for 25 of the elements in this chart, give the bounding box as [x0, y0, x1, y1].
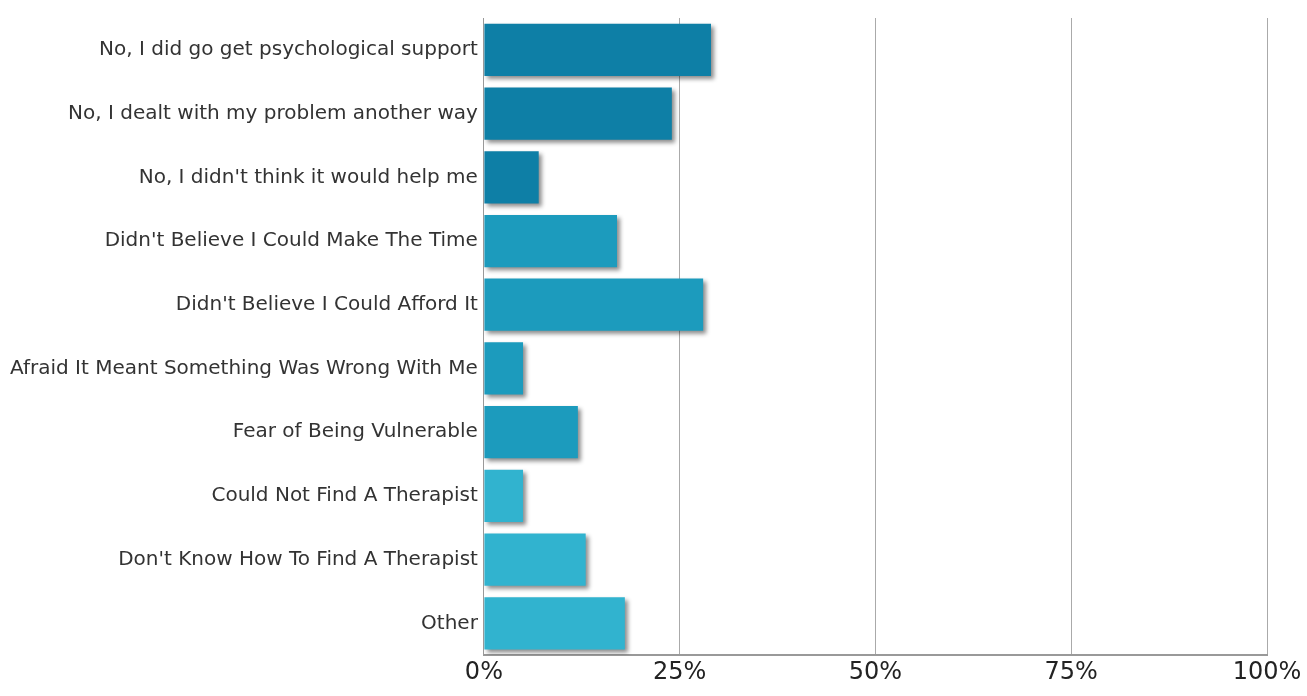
bar: [484, 533, 586, 586]
x-tick-label: 0%: [464, 656, 503, 685]
y-tick-label: No, I dealt with my problem another way: [68, 99, 479, 124]
y-tick-label: Other: [421, 609, 479, 634]
bar: [484, 87, 672, 140]
y-tick-label: No, I didn't think it would help me: [138, 163, 478, 188]
x-tick-label: 50%: [848, 656, 903, 685]
bar: [484, 406, 578, 459]
bar: [484, 151, 539, 204]
y-tick-label: No, I did go get psychological support: [99, 36, 479, 61]
y-tick-label: Didn't Believe I Could Make The Time: [104, 227, 478, 252]
bar: [484, 597, 625, 650]
y-tick-label: Afraid It Meant Something Was Wrong With Me: [10, 354, 478, 379]
y-tick-label: Don't Know How To Find A Therapist: [118, 545, 479, 570]
bar: [484, 278, 704, 331]
bar: [484, 342, 524, 395]
bar: [484, 214, 618, 268]
x-tick-label: 75%: [1044, 656, 1098, 685]
y-tick-label: Didn't Believe I Could Afford It: [175, 290, 479, 315]
bar: [484, 469, 524, 523]
x-tick-label: 100%: [1232, 656, 1302, 685]
x-tick-label: 25%: [653, 656, 707, 685]
y-tick-label: Fear of Being Vulnerable: [232, 418, 478, 443]
y-tick-label: Could Not Find A Therapist: [211, 482, 479, 507]
bar: [484, 23, 711, 76]
